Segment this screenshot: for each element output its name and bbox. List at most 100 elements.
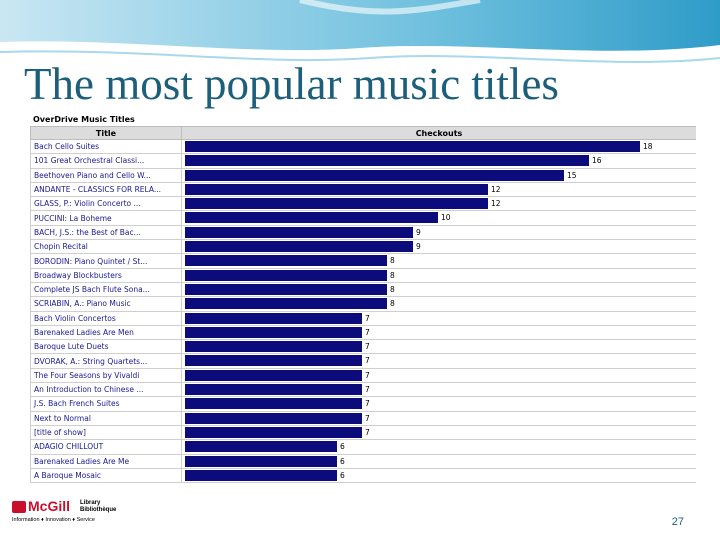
row-title-link[interactable]: The Four Seasons by Vivaldi bbox=[30, 367, 182, 384]
table-row: DVORAK, A.: String Quartets... 7 bbox=[30, 353, 696, 369]
row-checkouts-cell: 7 bbox=[181, 353, 696, 369]
row-checkouts-cell: 7 bbox=[181, 339, 696, 355]
row-title-link[interactable]: A Baroque Mosaic bbox=[30, 467, 182, 484]
row-title-link[interactable]: Barenaked Ladies Are Men bbox=[30, 324, 182, 341]
table-row: The Four Seasons by Vivaldi 7 bbox=[30, 367, 696, 384]
table-row: Barenaked Ladies Are Men 7 bbox=[30, 324, 696, 341]
row-title-link[interactable]: Next to Normal bbox=[30, 410, 182, 426]
table-row: Bach Cello Suites 18 bbox=[30, 138, 696, 155]
row-title-link[interactable]: Complete JS Bach Flute Sona... bbox=[30, 281, 182, 298]
table-row: Baroque Lute Duets 7 bbox=[30, 339, 696, 355]
chart-bar bbox=[185, 241, 413, 253]
row-title-link[interactable]: ADAGIO CHILLOUT bbox=[30, 439, 182, 455]
chart-bar bbox=[185, 312, 362, 324]
bar-value-label: 15 bbox=[567, 170, 577, 180]
column-header-title: Title bbox=[30, 126, 182, 140]
table-row: BACH, J.S.: the Best of Bac... 9 bbox=[30, 224, 696, 241]
chart-bar bbox=[185, 141, 640, 152]
bar-value-label: 16 bbox=[592, 156, 602, 166]
slide-title: The most popular music titles bbox=[24, 59, 559, 109]
bar-value-label: 12 bbox=[491, 199, 501, 209]
row-checkouts-cell: 6 bbox=[181, 467, 696, 484]
bar-value-label: 6 bbox=[340, 456, 345, 466]
chart-bar bbox=[185, 398, 362, 410]
bar-value-label: 7 bbox=[365, 356, 370, 366]
row-title-link[interactable]: Broadway Blockbusters bbox=[30, 267, 182, 283]
mcgill-library-logo: McGill Library Bibliothèque Information … bbox=[10, 498, 140, 528]
row-checkouts-cell: 12 bbox=[181, 181, 696, 198]
chart-bar bbox=[185, 283, 387, 295]
row-title-link[interactable]: Beethoven Piano and Cello W... bbox=[30, 167, 182, 183]
logo-tagline: Information ♦ Innovation ♦ Service bbox=[12, 517, 95, 523]
bar-value-label: 8 bbox=[390, 284, 395, 294]
bar-value-label: 8 bbox=[390, 299, 395, 309]
row-title-link[interactable]: Chopin Recital bbox=[30, 239, 182, 255]
chart-bar bbox=[185, 155, 589, 167]
chart-bar bbox=[185, 369, 362, 381]
chart-bar bbox=[185, 198, 488, 210]
table-row: ANDANTE - CLASSICS FOR RELA... 12 bbox=[30, 181, 696, 198]
chart-bar bbox=[185, 426, 362, 438]
bar-value-label: 7 bbox=[365, 313, 370, 323]
row-title-link[interactable]: SCRIABIN, A.: Piano Music bbox=[30, 296, 182, 312]
chart-bar bbox=[185, 326, 362, 338]
row-title-link[interactable]: 101 Great Orchestral Classi... bbox=[30, 153, 182, 169]
row-checkouts-cell: 7 bbox=[181, 367, 696, 384]
row-checkouts-cell: 9 bbox=[181, 224, 696, 241]
row-title-link[interactable]: J.S. Bach French Suites bbox=[30, 396, 182, 412]
row-title-link[interactable]: GLASS, P.: Violin Concerto ... bbox=[30, 196, 182, 212]
row-title-link[interactable]: ANDANTE - CLASSICS FOR RELA... bbox=[30, 181, 182, 198]
row-checkouts-cell: 7 bbox=[181, 324, 696, 341]
bar-value-label: 12 bbox=[491, 184, 501, 194]
bar-value-label: 7 bbox=[365, 413, 370, 423]
row-title-link[interactable]: DVORAK, A.: String Quartets... bbox=[30, 353, 182, 369]
table-row: ADAGIO CHILLOUT 6 bbox=[30, 439, 696, 455]
row-checkouts-cell: 9 bbox=[181, 239, 696, 255]
row-title-link[interactable]: Bach Violin Concertos bbox=[30, 310, 182, 326]
chart-bar bbox=[185, 169, 564, 181]
row-checkouts-cell: 16 bbox=[181, 153, 696, 169]
logo-library: Library bbox=[80, 500, 101, 506]
table-row: SCRIABIN, A.: Piano Music 8 bbox=[30, 296, 696, 312]
table-row: J.S. Bach French Suites 7 bbox=[30, 396, 696, 412]
chart-bar bbox=[185, 384, 362, 396]
table-row: An Introduction to Chinese ... 7 bbox=[30, 382, 696, 398]
bar-value-label: 6 bbox=[340, 470, 345, 480]
row-title-link[interactable]: BACH, J.S.: the Best of Bac... bbox=[30, 224, 182, 241]
table-row: Broadway Blockbusters 8 bbox=[30, 267, 696, 283]
bar-value-label: 10 bbox=[441, 213, 451, 223]
bar-value-label: 6 bbox=[340, 442, 345, 452]
table-row: BORODIN: Piano Quintet / St... 8 bbox=[30, 253, 696, 269]
table-row: 101 Great Orchestral Classi... 16 bbox=[30, 153, 696, 169]
table-row: GLASS, P.: Violin Concerto ... 12 bbox=[30, 196, 696, 212]
table-row: Next to Normal 7 bbox=[30, 410, 696, 426]
bar-value-label: 8 bbox=[390, 256, 395, 266]
row-checkouts-cell: 8 bbox=[181, 267, 696, 283]
row-checkouts-cell: 12 bbox=[181, 196, 696, 212]
row-checkouts-cell: 7 bbox=[181, 396, 696, 412]
row-title-link[interactable]: BORODIN: Piano Quintet / St... bbox=[30, 253, 182, 269]
row-checkouts-cell: 7 bbox=[181, 410, 696, 426]
chart-bar bbox=[185, 441, 337, 453]
row-title-link[interactable]: [title of show] bbox=[30, 424, 182, 441]
decorative-wave-header bbox=[0, 0, 720, 63]
logo-library-label: Library Bibliothèque bbox=[80, 500, 116, 514]
row-title-link[interactable]: Bach Cello Suites bbox=[30, 138, 182, 155]
page-number: 27 bbox=[671, 516, 684, 528]
row-title-link[interactable]: Barenaked Ladies Are Me bbox=[30, 453, 182, 469]
row-title-link[interactable]: An Introduction to Chinese ... bbox=[30, 382, 182, 398]
bar-value-label: 7 bbox=[365, 327, 370, 337]
bar-value-label: 9 bbox=[416, 242, 421, 252]
chart-bar bbox=[185, 412, 362, 424]
chart-table: Title Checkouts Bach Cello Suites 18 101 G… bbox=[30, 126, 696, 484]
row-checkouts-cell: 7 bbox=[181, 424, 696, 441]
bar-value-label: 7 bbox=[365, 427, 370, 437]
row-checkouts-cell: 7 bbox=[181, 310, 696, 326]
bar-value-label: 8 bbox=[390, 270, 395, 280]
bar-value-label: 7 bbox=[365, 399, 370, 409]
chart-bar bbox=[185, 455, 337, 467]
row-title-link[interactable]: PUCCINI: La Boheme bbox=[30, 210, 182, 226]
row-title-link[interactable]: Baroque Lute Duets bbox=[30, 339, 182, 355]
chart-bar bbox=[185, 269, 387, 281]
chart-bar bbox=[185, 469, 337, 481]
